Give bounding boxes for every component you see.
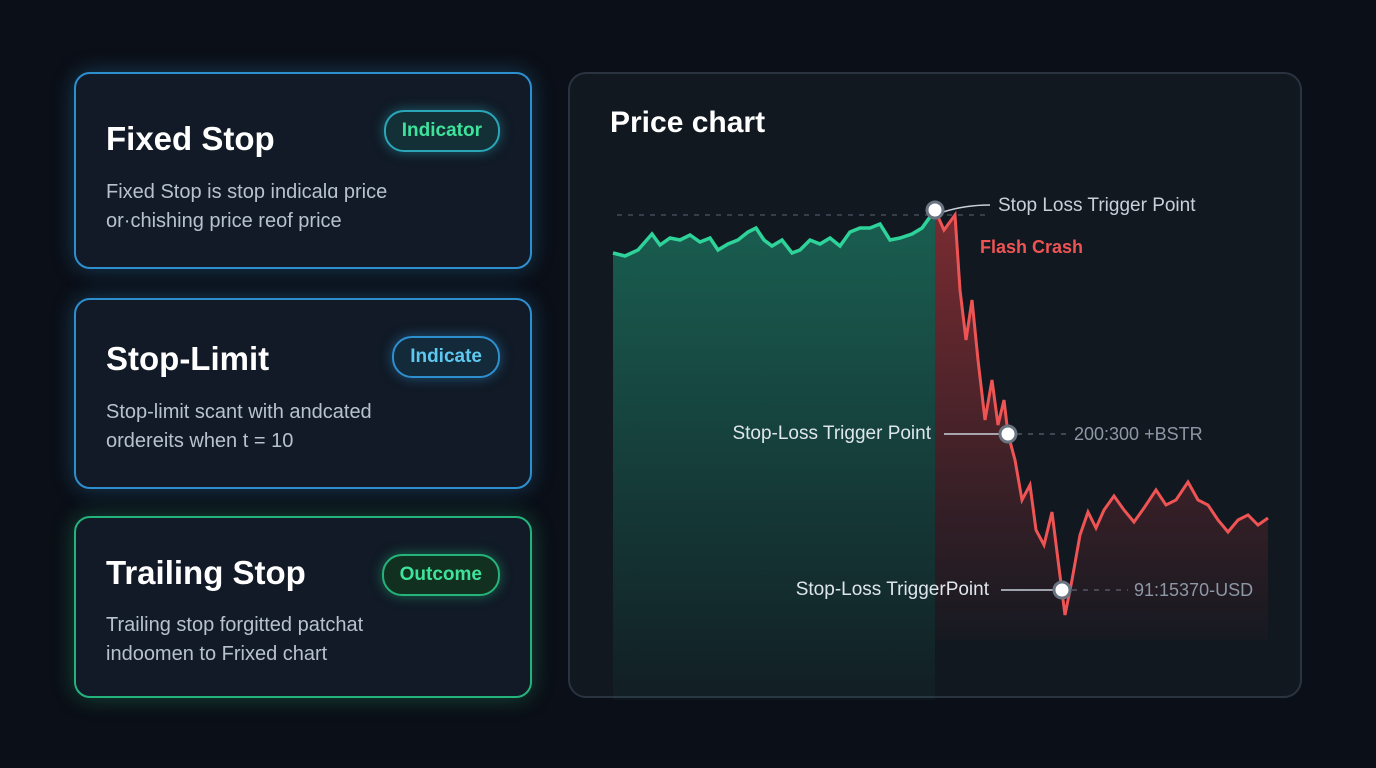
card-title: Stop-Limit — [106, 340, 270, 377]
line: Fixed Stop is stop indicalɑ price — [106, 181, 388, 203]
line: Stop-limit scant with andcated — [106, 401, 372, 423]
annotation: Stop-Loss Trigger Point — [732, 423, 931, 444]
card-description: Fixed Stop is stop indicalɑ price or·chis… — [106, 178, 387, 236]
badge: Outcome — [381, 554, 500, 596]
line: indoomen to Frixed chart — [106, 643, 328, 665]
card: Trailing Stop Outcome Trailing stop forg… — [74, 516, 532, 698]
card-description: Stop-limit scant with andcated ordereits … — [106, 398, 372, 456]
card: Stop-Limit Indicate Stop-limit scant wit… — [74, 298, 532, 489]
card-title: Trailing Stop — [106, 554, 306, 591]
badge: Indicator — [383, 110, 500, 152]
chart-title: Price chart — [610, 106, 765, 139]
line: or·chishing price reof price — [106, 210, 342, 232]
annotation: Stop Loss Trigger Point — [998, 195, 1196, 216]
price-line — [612, 208, 937, 258]
leader — [942, 204, 991, 213]
badge: Indicate — [392, 336, 500, 378]
line: Trailing stop forgitted patchat — [106, 614, 364, 636]
area — [613, 210, 935, 700]
card-description: Trailing stop forgitted patchat indoomen … — [106, 611, 363, 669]
annotation: 200:300 +BSTR — [1074, 424, 1203, 444]
line: ordereits when t = 10 — [106, 430, 294, 452]
price-line — [933, 209, 1269, 616]
annotation: 91:15370-USD — [1134, 580, 1253, 600]
annotation: Flash Crash — [980, 237, 1083, 257]
trigger-point — [998, 424, 1018, 444]
card: Fixed Stop Indicator Fixed Stop is stop … — [74, 72, 532, 269]
card-title: Fixed Stop — [106, 120, 275, 157]
trigger-point — [1052, 580, 1072, 600]
trigger-point — [925, 200, 945, 220]
annotation: Stop-Loss TriggerPoint — [796, 579, 990, 600]
area — [935, 210, 1268, 640]
